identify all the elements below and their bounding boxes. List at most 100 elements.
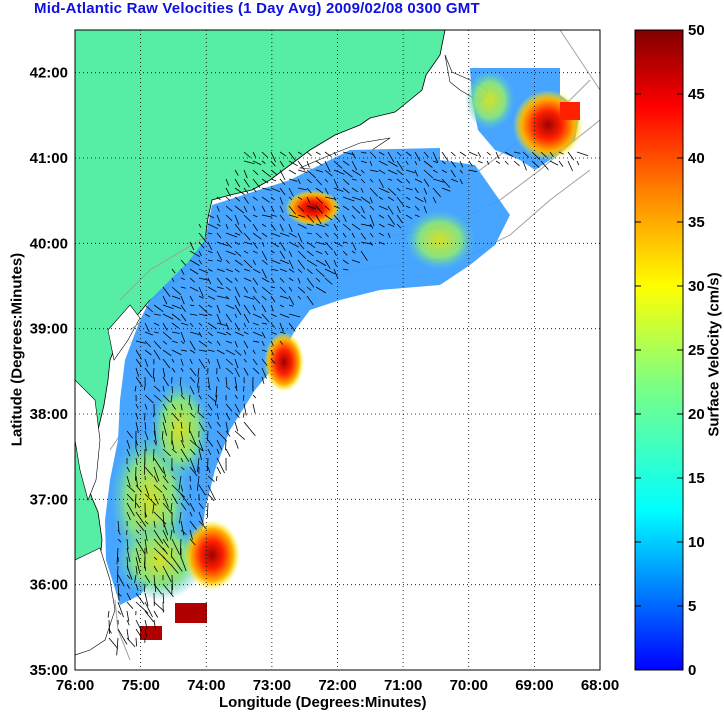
velocity-arrow — [126, 574, 131, 580]
velocity-arrow — [153, 601, 165, 612]
velocity-arrow — [134, 493, 137, 509]
velocity-arrow — [144, 349, 152, 356]
velocity-arrow — [153, 520, 156, 528]
velocity-arrow — [459, 169, 463, 174]
velocity-arrow — [414, 205, 420, 211]
velocity-arrow — [270, 232, 281, 237]
velocity-arrow — [135, 502, 140, 509]
velocity-arrow — [171, 340, 178, 344]
velocity-arrow — [468, 160, 473, 167]
velocity-arrow — [171, 349, 182, 356]
velocity-arrow — [126, 493, 134, 502]
velocity-arrow — [387, 196, 395, 202]
velocity-arrow — [179, 376, 182, 386]
velocity-arrow — [126, 592, 131, 601]
velocity-arrow — [279, 205, 284, 213]
velocity-arrow — [144, 493, 157, 506]
velocity-arrow — [207, 214, 215, 219]
velocity-arrow — [207, 457, 209, 471]
velocity-arrow — [252, 259, 257, 265]
lat-tick-label: 39:00 — [30, 321, 68, 338]
velocity-arrows — [107, 151, 589, 656]
velocity-arrow — [180, 277, 186, 280]
velocity-arrow — [549, 160, 559, 166]
velocity-arrow — [522, 151, 530, 158]
velocity-arrow — [116, 637, 119, 656]
velocity-arrow — [288, 295, 295, 305]
velocity-arrow — [288, 304, 294, 307]
velocity-arrow — [153, 529, 164, 544]
velocity-arrow — [288, 160, 298, 167]
velocity-arrow — [207, 412, 212, 417]
velocity-arrow — [153, 313, 161, 316]
velocity-arrow — [144, 313, 151, 318]
velocity-arrow — [180, 556, 187, 572]
velocity-arrow — [378, 223, 385, 228]
colorbar — [634, 29, 684, 671]
velocity-arrow — [216, 349, 225, 355]
velocity-arrow — [513, 160, 520, 167]
velocity-arrow — [306, 151, 312, 157]
velocity-arrow — [117, 601, 124, 618]
velocity-arrow — [198, 286, 204, 298]
velocity-arrow — [351, 241, 357, 251]
velocity-arrow — [243, 232, 251, 241]
velocity-arrow — [198, 520, 207, 530]
velocity-arrow — [171, 412, 180, 422]
velocity-arrow — [342, 205, 350, 211]
velocity-arrow — [243, 259, 253, 269]
velocity-arrow — [261, 250, 268, 261]
velocity-arrow — [216, 439, 223, 450]
colorbar-tick-label: 10 — [688, 534, 705, 551]
velocity-arrow — [387, 187, 397, 196]
velocity-arrow — [225, 196, 231, 201]
colorbar-tick-label: 50 — [688, 22, 705, 39]
velocity-arrow — [117, 529, 121, 535]
velocity-arrow — [342, 223, 351, 231]
velocity-arrow — [126, 448, 131, 457]
velocity-arrow — [207, 430, 209, 441]
velocity-arrow — [153, 430, 157, 444]
velocity-arrow — [297, 187, 307, 191]
velocity-arrow — [297, 169, 308, 173]
lon-tick-label: 71:00 — [384, 677, 422, 694]
velocity-arrow — [162, 475, 169, 484]
velocity-arrow — [189, 430, 197, 446]
velocity-arrow — [324, 277, 333, 285]
velocity-arrow — [198, 304, 208, 313]
velocity-arrow — [189, 313, 198, 316]
velocity-arrow — [144, 331, 154, 336]
velocity-arrow — [297, 223, 307, 229]
velocity-arrow — [171, 538, 180, 555]
velocity-arrow — [189, 349, 196, 354]
velocity-arrow — [144, 385, 146, 391]
velocity-arrow — [360, 196, 371, 204]
velocity-arrow — [234, 169, 239, 176]
velocity-arrow — [207, 223, 219, 230]
velocity-arrow — [207, 475, 215, 482]
velocity-arrow — [270, 295, 276, 303]
velocity-arrow — [108, 619, 110, 634]
velocity-arrow — [162, 547, 168, 555]
velocity-arrow — [288, 322, 296, 332]
velocity-arrow — [468, 169, 477, 173]
velocity-arrow — [198, 349, 207, 352]
velocity-arrow — [360, 250, 368, 261]
velocity-arrow — [441, 160, 446, 165]
velocity-arrow — [135, 412, 139, 420]
velocity-arrow — [153, 574, 157, 593]
velocity-arrow — [143, 556, 146, 569]
velocity-arrow — [198, 394, 202, 400]
velocity-arrow — [216, 214, 221, 223]
velocity-arrow — [423, 178, 430, 187]
velocity-arrow — [243, 313, 250, 324]
velocity-arrow — [225, 214, 233, 222]
velocity-arrow — [171, 322, 179, 329]
velocity-arrow — [207, 421, 212, 429]
velocity-arrow — [243, 367, 249, 376]
velocity-arrow — [180, 385, 183, 396]
velocity-arrow — [270, 241, 280, 248]
velocity-arrow — [225, 259, 230, 264]
velocity-arrow — [567, 151, 575, 161]
velocity-arrow — [324, 214, 333, 221]
